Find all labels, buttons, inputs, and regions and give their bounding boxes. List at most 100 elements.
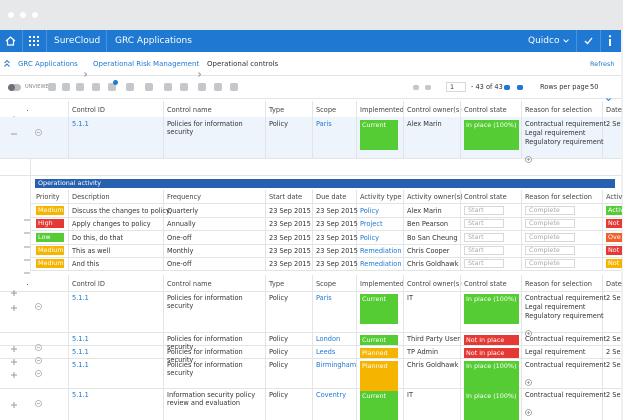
collapse-row-icon[interactable]: [24, 261, 30, 274]
col-line: [521, 117, 522, 158]
toolbar-icon[interactable]: [108, 83, 116, 91]
cell-id[interactable]: 5.1.1: [72, 391, 89, 399]
row-menu-icon[interactable]: [35, 392, 42, 407]
action-box[interactable]: Complete: [525, 219, 575, 229]
action-box[interactable]: Start: [464, 232, 504, 242]
status-badge: Medium: [36, 206, 64, 215]
badge: [113, 80, 118, 85]
pager-icon[interactable]: [517, 85, 523, 90]
refresh-link[interactable]: Refresh: [590, 60, 615, 68]
toolbar-icon[interactable]: [145, 83, 153, 91]
action-box[interactable]: Start: [464, 245, 504, 255]
toolbar-icon[interactable]: [198, 83, 206, 91]
breadcrumb-bar: [0, 52, 621, 76]
rows-caret[interactable]: [606, 86, 611, 102]
breadcrumb-sep[interactable]: [198, 62, 202, 77]
toolbar-icon[interactable]: [92, 83, 100, 91]
col-line: [602, 101, 603, 117]
cell-id[interactable]: 5.1.1: [72, 361, 89, 369]
row-menu-icon[interactable]: [35, 349, 42, 364]
col-line: [163, 358, 164, 388]
col-line: [403, 275, 404, 291]
toolbar-icon[interactable]: [230, 83, 238, 91]
reason: Contractual requirement: [525, 361, 607, 369]
status-badge: Ove: [606, 232, 622, 242]
column-header: Control ID: [72, 280, 105, 288]
collapse-row-icon-glyph: [11, 133, 17, 135]
add-reason-icon[interactable]: [525, 371, 532, 386]
cell-id[interactable]: 5.1.1: [72, 294, 89, 302]
toolbar-icon[interactable]: [126, 83, 134, 91]
collapse-row-icon[interactable]: [24, 221, 30, 234]
user-menu[interactable]: Quidco: [528, 36, 560, 46]
cell-id[interactable]: 5.1.1: [72, 335, 89, 343]
breadcrumb-sep-glyph: [84, 72, 88, 77]
expand-icon[interactable]: [11, 281, 17, 296]
expand-icon[interactable]: [11, 363, 17, 378]
reason: Regulatory requirement: [525, 138, 604, 146]
collapse-row-icon[interactable]: [24, 248, 30, 261]
add-reason-icon[interactable]: [525, 322, 532, 337]
action-box[interactable]: Start: [464, 206, 504, 215]
col-line: [312, 275, 313, 291]
user-caret[interactable]: [563, 39, 569, 43]
col-line: [521, 345, 522, 358]
toolbar-icon[interactable]: [62, 83, 70, 91]
add-reason-icon-glyph: [525, 409, 532, 416]
expand-icon[interactable]: [11, 350, 17, 365]
cell-start: 23 Sep 2015: [269, 260, 311, 269]
status-badge: Not: [606, 259, 622, 269]
collapse-row-icon[interactable]: [11, 122, 17, 135]
expand-icon[interactable]: [11, 296, 17, 311]
row-menu-icon[interactable]: [35, 121, 42, 136]
collapse-row-icon[interactable]: [24, 235, 30, 248]
info-icon[interactable]: [608, 35, 612, 46]
action-box[interactable]: Start: [464, 219, 504, 229]
toolbar-icon[interactable]: [48, 83, 56, 91]
row-menu-icon[interactable]: [35, 336, 42, 351]
toolbar-icon[interactable]: [180, 83, 188, 91]
action-box[interactable]: Complete: [525, 245, 575, 255]
collapse-row-icon[interactable]: [24, 208, 30, 221]
pager-icon[interactable]: [504, 85, 510, 90]
row-line: [0, 332, 621, 333]
expand-icon[interactable]: [11, 393, 17, 408]
pager-icon[interactable]: [425, 85, 431, 90]
action-box[interactable]: Start: [464, 259, 504, 269]
breadcrumb-sep[interactable]: [84, 62, 88, 77]
row-menu-icon[interactable]: [35, 362, 42, 377]
toolbar-icon[interactable]: [164, 83, 172, 91]
action-box[interactable]: Complete: [525, 259, 575, 269]
rows-select[interactable]: 50: [590, 83, 599, 91]
action-box[interactable]: Complete: [525, 232, 575, 242]
col-line: [403, 345, 404, 358]
breadcrumb-item[interactable]: Operational Risk Management: [93, 60, 200, 68]
expand-icon[interactable]: [11, 337, 17, 352]
add-reason-icon[interactable]: [525, 148, 532, 163]
home-icon[interactable]: [5, 36, 16, 46]
app-name[interactable]: GRC Applications: [115, 36, 192, 46]
cell-scope: Paris: [316, 120, 332, 128]
activity-header: Control state: [464, 193, 507, 201]
cell-description: Discuss the changes to policy: [72, 207, 170, 215]
col-line: [356, 345, 357, 358]
action-box[interactable]: Complete: [525, 206, 575, 215]
apps-icon[interactable]: [29, 36, 39, 46]
status-badge: Medium: [36, 259, 64, 269]
expand-icon[interactable]: [11, 107, 17, 122]
add-reason-icon[interactable]: [525, 401, 532, 416]
app-bar-divider: [600, 30, 601, 52]
breadcrumb-item[interactable]: GRC Applications: [18, 60, 78, 68]
cell-id[interactable]: 5.1.1: [72, 120, 89, 128]
column-header: Reason for selection: [525, 106, 592, 114]
cell-id[interactable]: 5.1.1: [72, 348, 89, 356]
page-input[interactable]: 1: [446, 82, 466, 92]
toolbar-icon[interactable]: [214, 83, 222, 91]
col-line: [68, 275, 69, 291]
col-line: [521, 190, 522, 270]
row-menu-icon[interactable]: [35, 295, 42, 310]
collapse-icon[interactable]: [4, 60, 10, 67]
pager-icon[interactable]: [413, 85, 419, 90]
check-icon[interactable]: [584, 37, 593, 45]
toolbar-icon[interactable]: [76, 83, 84, 91]
